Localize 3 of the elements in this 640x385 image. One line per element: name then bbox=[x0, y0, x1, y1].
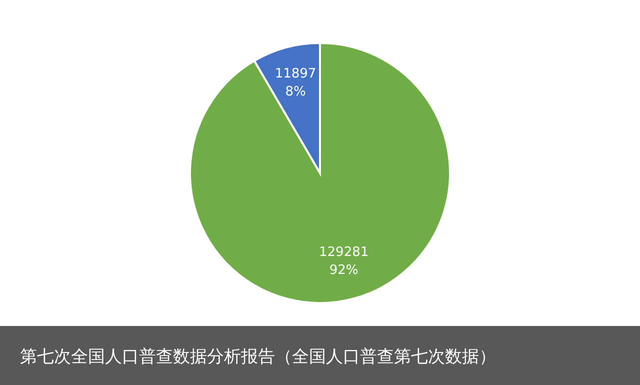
text: 第七次全国人口普查数据分析报告（全国人口普查第七次数据） bbox=[20, 347, 496, 367]
data-label: 11897 8% bbox=[274, 66, 316, 100]
data-label: 129281 92% bbox=[318, 244, 369, 278]
